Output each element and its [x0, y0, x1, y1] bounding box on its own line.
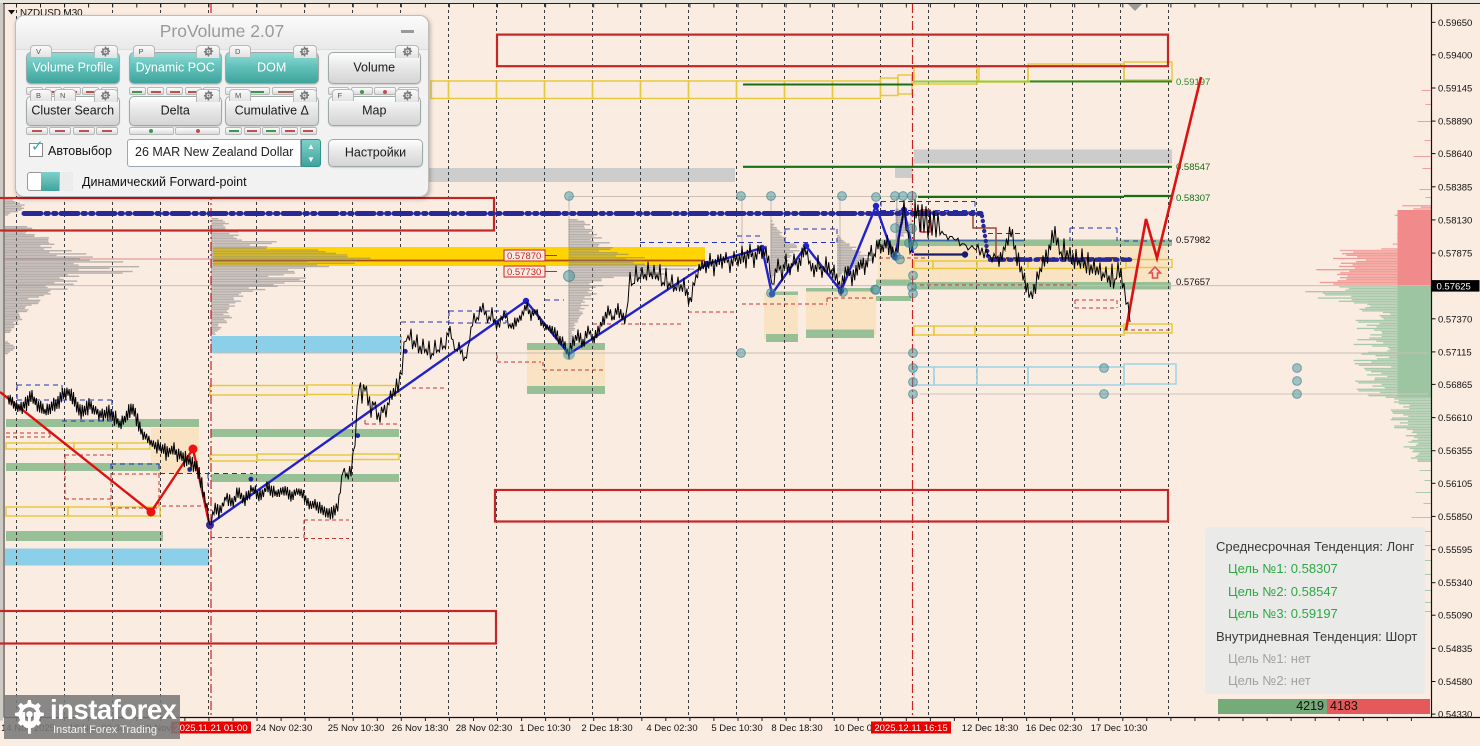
svg-text:0.57115: 0.57115 [1438, 347, 1472, 358]
svg-text:0.57657: 0.57657 [1176, 277, 1210, 288]
svg-text:8 Dec 18:30: 8 Dec 18:30 [771, 723, 822, 734]
svg-text:0.56355: 0.56355 [1438, 446, 1472, 457]
svg-text:0.57982: 0.57982 [1176, 235, 1210, 246]
svg-text:0.59400: 0.59400 [1438, 50, 1472, 61]
svg-text:5 Dec 10:30: 5 Dec 10:30 [711, 723, 762, 734]
svg-text:0.55090: 0.55090 [1438, 611, 1472, 622]
svg-text:0.56865: 0.56865 [1438, 380, 1472, 391]
svg-text:2025.11.21 01:00: 2025.11.21 01:00 [174, 723, 247, 734]
svg-text:26 Nov 18:30: 26 Nov 18:30 [392, 723, 449, 734]
svg-text:10 Dec 0: 10 Dec 0 [834, 723, 872, 734]
svg-text:0.59145: 0.59145 [1438, 84, 1472, 95]
svg-text:28 Nov 02:30: 28 Nov 02:30 [456, 723, 513, 734]
svg-text:24 Nov 02:30: 24 Nov 02:30 [256, 723, 313, 734]
svg-text:0.57875: 0.57875 [1438, 249, 1472, 260]
svg-text:4 Dec 02:30: 4 Dec 02:30 [646, 723, 697, 734]
svg-text:0.54580: 0.54580 [1438, 677, 1472, 688]
svg-text:0.57730: 0.57730 [507, 267, 541, 278]
svg-text:0.57870: 0.57870 [507, 251, 541, 262]
svg-text:25 Nov 10:30: 25 Nov 10:30 [328, 723, 385, 734]
svg-text:0.58130: 0.58130 [1438, 215, 1472, 226]
svg-text:0.56105: 0.56105 [1438, 479, 1472, 490]
svg-text:0.54330: 0.54330 [1438, 710, 1472, 721]
svg-text:0.58307: 0.58307 [1176, 193, 1210, 204]
svg-text:0.57370: 0.57370 [1438, 314, 1472, 325]
svg-text:0.58890: 0.58890 [1438, 117, 1472, 128]
svg-text:12 Dec 18:30: 12 Dec 18:30 [962, 723, 1019, 734]
svg-text:0.58640: 0.58640 [1438, 149, 1472, 160]
svg-text:17 Dec 10:30: 17 Dec 10:30 [1091, 723, 1148, 734]
svg-text:0.58385: 0.58385 [1438, 182, 1472, 193]
svg-text:0.55340: 0.55340 [1438, 578, 1472, 589]
svg-text:0.54835: 0.54835 [1438, 644, 1472, 655]
svg-text:16 Dec 02:30: 16 Dec 02:30 [1026, 723, 1083, 734]
svg-text:0.59650: 0.59650 [1438, 18, 1472, 29]
svg-text:2025.12.11 16:15: 2025.12.11 16:15 [874, 723, 947, 734]
svg-text:0.57625: 0.57625 [1437, 281, 1471, 292]
svg-text:0.55595: 0.55595 [1438, 545, 1472, 556]
svg-text:2 Dec 18:30: 2 Dec 18:30 [581, 723, 632, 734]
svg-text:NZDUSD,M30: NZDUSD,M30 [20, 8, 83, 19]
svg-text:0.59197: 0.59197 [1176, 77, 1210, 88]
svg-text:0.55850: 0.55850 [1438, 512, 1472, 523]
svg-text:0.58547: 0.58547 [1176, 162, 1210, 173]
svg-text:1 Dec 10:30: 1 Dec 10:30 [519, 723, 570, 734]
svg-text:0.56610: 0.56610 [1438, 413, 1472, 424]
